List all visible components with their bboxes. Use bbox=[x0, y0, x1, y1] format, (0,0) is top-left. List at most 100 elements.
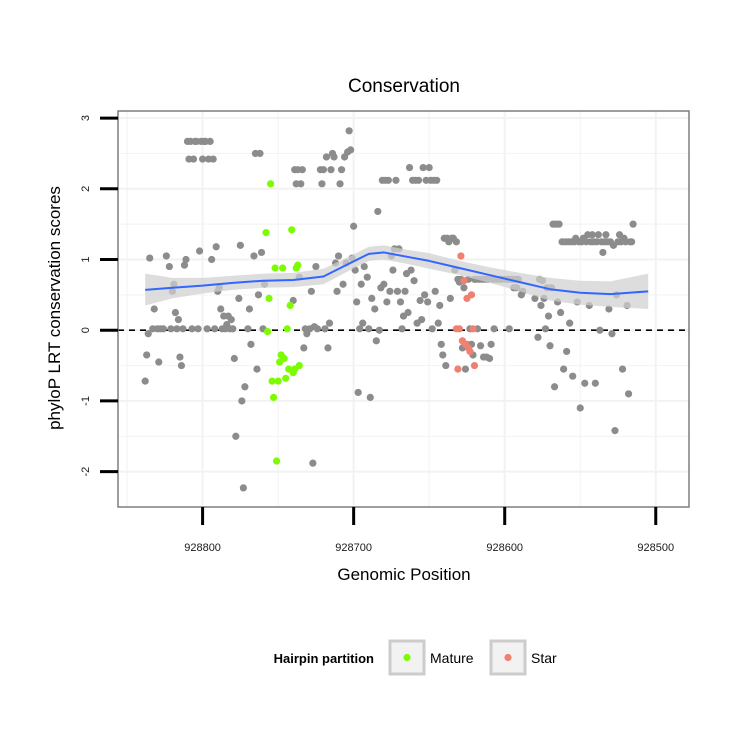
legend: Hairpin partition Mature Star bbox=[274, 639, 557, 676]
star-point bbox=[466, 347, 474, 356]
other-point bbox=[437, 340, 445, 348]
other-point bbox=[627, 238, 636, 246]
y-axis-title: phyloP LRT conservation scores bbox=[45, 186, 64, 430]
other-point bbox=[359, 319, 367, 327]
other-point bbox=[318, 180, 326, 188]
other-point bbox=[563, 347, 571, 356]
other-point bbox=[550, 383, 559, 391]
other-point bbox=[569, 372, 577, 380]
other-point bbox=[141, 377, 149, 385]
other-point bbox=[194, 325, 202, 333]
other-point bbox=[557, 308, 565, 317]
x-tick-label: 928500 bbox=[637, 542, 674, 554]
other-point bbox=[350, 222, 358, 230]
mature-point bbox=[288, 226, 296, 234]
other-point bbox=[327, 166, 335, 174]
other-point bbox=[198, 155, 207, 163]
other-point bbox=[431, 287, 439, 295]
other-point bbox=[419, 163, 427, 172]
other-point bbox=[206, 137, 214, 146]
other-point bbox=[229, 325, 237, 333]
other-point bbox=[588, 231, 596, 239]
other-point bbox=[608, 330, 616, 338]
other-point bbox=[596, 326, 604, 334]
other-point bbox=[309, 459, 317, 467]
other-point bbox=[236, 241, 244, 249]
other-point bbox=[424, 298, 432, 306]
other-point bbox=[357, 280, 365, 288]
other-point bbox=[143, 351, 151, 359]
other-point bbox=[180, 261, 189, 269]
other-point bbox=[611, 427, 619, 435]
other-point bbox=[371, 305, 379, 313]
x-axis-title: Genomic Position bbox=[337, 565, 470, 584]
other-point bbox=[531, 294, 539, 302]
other-point bbox=[404, 308, 412, 317]
other-point bbox=[230, 354, 238, 363]
other-point bbox=[300, 344, 308, 352]
star-point bbox=[454, 365, 462, 373]
other-point bbox=[383, 298, 391, 306]
star-point bbox=[469, 325, 477, 333]
mature-point bbox=[271, 264, 279, 272]
other-point bbox=[356, 325, 364, 333]
plot-area: -2 -1 0 1 2 3 928800 928700 928600 928500 bbox=[80, 110, 690, 554]
other-point bbox=[386, 287, 394, 295]
legend-label-mature: Mature bbox=[430, 650, 474, 666]
other-point bbox=[217, 305, 225, 313]
star-point bbox=[467, 291, 476, 299]
other-point bbox=[360, 262, 368, 271]
other-point bbox=[393, 287, 402, 295]
legend-title: Hairpin partition bbox=[274, 651, 374, 666]
other-point bbox=[546, 342, 554, 350]
mature-point bbox=[262, 229, 270, 237]
other-point bbox=[410, 277, 418, 285]
x-tick-label: 928700 bbox=[335, 542, 372, 554]
other-point bbox=[313, 325, 321, 333]
other-point bbox=[618, 365, 627, 373]
other-point bbox=[325, 319, 334, 327]
other-point bbox=[384, 176, 392, 184]
other-point bbox=[330, 153, 338, 161]
other-point bbox=[146, 254, 154, 262]
other-point bbox=[433, 176, 441, 184]
mature-point bbox=[274, 377, 282, 385]
other-point bbox=[307, 287, 315, 295]
other-point bbox=[460, 284, 468, 292]
y-tick-label: 0 bbox=[80, 327, 92, 333]
other-point bbox=[372, 337, 380, 345]
other-point bbox=[389, 266, 397, 274]
other-point bbox=[366, 393, 374, 401]
other-point bbox=[337, 166, 346, 174]
other-point bbox=[365, 325, 373, 333]
y-tick-label: -1 bbox=[80, 396, 92, 406]
other-point bbox=[452, 238, 460, 246]
other-point bbox=[345, 127, 353, 135]
other-point bbox=[298, 166, 306, 174]
other-point bbox=[591, 379, 599, 387]
other-point bbox=[239, 484, 247, 492]
other-point bbox=[336, 180, 344, 188]
other-point bbox=[560, 365, 568, 373]
other-point bbox=[177, 361, 186, 370]
other-point bbox=[436, 301, 444, 310]
other-point bbox=[396, 298, 405, 306]
other-point bbox=[212, 243, 220, 251]
other-point bbox=[150, 305, 158, 313]
star-point bbox=[460, 277, 468, 285]
other-point bbox=[159, 325, 167, 333]
star-point bbox=[457, 252, 465, 260]
other-point bbox=[209, 155, 217, 163]
other-point bbox=[486, 354, 494, 363]
other-point bbox=[334, 252, 343, 260]
x-tick-label: 928600 bbox=[486, 542, 523, 554]
other-point bbox=[624, 390, 633, 398]
other-point bbox=[176, 353, 184, 361]
other-point bbox=[629, 220, 637, 228]
y-tick-label: 1 bbox=[80, 256, 92, 262]
other-point bbox=[319, 166, 328, 174]
other-point bbox=[167, 325, 175, 333]
other-point bbox=[173, 325, 181, 333]
mature-point bbox=[282, 374, 290, 382]
